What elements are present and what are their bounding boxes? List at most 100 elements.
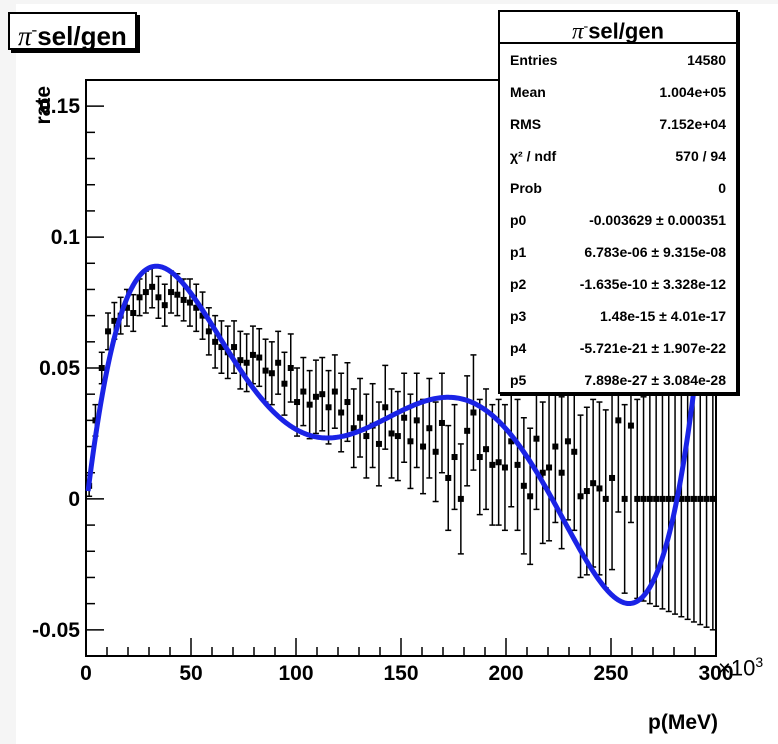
data-point bbox=[457, 443, 464, 555]
marker bbox=[564, 438, 571, 445]
x-tick-label: 200 bbox=[488, 662, 523, 685]
data-point bbox=[546, 393, 553, 542]
data-point bbox=[401, 372, 408, 464]
marker bbox=[193, 304, 200, 311]
data-point bbox=[300, 356, 307, 427]
marker bbox=[476, 454, 483, 461]
stats-title-text: sel/gen bbox=[588, 18, 664, 44]
marker bbox=[319, 391, 326, 398]
marker bbox=[344, 399, 351, 406]
marker bbox=[199, 312, 206, 319]
marker bbox=[527, 493, 534, 500]
marker bbox=[375, 440, 382, 447]
y-tick-label: 0 bbox=[68, 488, 80, 511]
plot-title: π-sel/gen bbox=[8, 12, 137, 51]
stats-row: Entries 14580 bbox=[500, 44, 736, 76]
marker bbox=[281, 380, 288, 387]
data-point bbox=[281, 351, 288, 416]
marker bbox=[558, 469, 565, 476]
marker bbox=[508, 438, 515, 445]
marker bbox=[287, 365, 294, 371]
marker bbox=[268, 370, 275, 377]
marker bbox=[432, 448, 439, 455]
marker bbox=[703, 495, 710, 502]
x-tick-label: 300 bbox=[698, 662, 733, 685]
marker bbox=[161, 302, 168, 309]
stats-key: p0 bbox=[510, 212, 527, 228]
marker bbox=[256, 354, 263, 361]
marker bbox=[306, 401, 313, 408]
y-tick-label: 0.15 bbox=[39, 95, 80, 118]
marker bbox=[596, 485, 603, 492]
data-point bbox=[407, 393, 414, 490]
marker bbox=[388, 430, 395, 437]
marker bbox=[249, 351, 256, 358]
marker bbox=[653, 495, 660, 502]
y-axis-label: rate bbox=[32, 86, 55, 125]
y-tick-label: -0.05 bbox=[32, 619, 80, 642]
marker bbox=[438, 419, 445, 426]
data-point bbox=[432, 401, 439, 503]
fit-curve-layer bbox=[85, 214, 715, 607]
marker bbox=[590, 480, 597, 487]
marker bbox=[413, 417, 420, 424]
marker bbox=[136, 294, 143, 301]
marker bbox=[615, 417, 622, 424]
data-point bbox=[312, 359, 319, 435]
data-point bbox=[344, 362, 351, 443]
data-point bbox=[186, 278, 193, 327]
marker bbox=[697, 495, 704, 502]
x-tick-label: 100 bbox=[278, 662, 313, 685]
marker bbox=[678, 495, 685, 502]
marker bbox=[401, 414, 408, 421]
marker bbox=[394, 433, 401, 440]
data-point bbox=[275, 330, 282, 395]
data-point bbox=[218, 320, 225, 374]
stats-row: χ² / ndf 570 / 94 bbox=[500, 140, 736, 172]
marker bbox=[709, 495, 716, 502]
data-point bbox=[646, 393, 653, 605]
stats-title-charge: - bbox=[583, 19, 589, 34]
stats-rows: Entries 14580 Mean 1.004e+05 RMS 7.152e+04 χ² … bbox=[500, 44, 736, 396]
data-point bbox=[539, 401, 546, 545]
stats-key: Mean bbox=[510, 84, 546, 100]
marker bbox=[546, 464, 553, 471]
stats-row: p2 -1.635e-10 ± 3.328e-12 bbox=[500, 268, 736, 300]
stats-row: p4 -5.721e-21 ± 1.907e-22 bbox=[500, 332, 736, 364]
x-axis-label: p(MeV) bbox=[648, 711, 718, 734]
stats-value: 7.898e-27 ± 3.084e-28 bbox=[584, 372, 726, 388]
marker bbox=[501, 464, 508, 471]
marker bbox=[123, 304, 130, 311]
marker bbox=[294, 399, 301, 406]
stats-title-symbol: π bbox=[571, 18, 584, 44]
data-point bbox=[331, 354, 338, 429]
marker bbox=[218, 344, 225, 351]
marker bbox=[111, 317, 118, 324]
stats-box: π-sel/gen Entries 14580 Mean 1.004e+05 RMS 7.… bbox=[498, 10, 738, 394]
data-point bbox=[558, 396, 565, 550]
marker bbox=[690, 495, 697, 502]
marker bbox=[420, 443, 427, 450]
data-point bbox=[375, 401, 382, 487]
marker bbox=[205, 328, 212, 335]
marker bbox=[539, 469, 546, 476]
marker bbox=[338, 409, 345, 416]
marker bbox=[357, 414, 364, 421]
marker bbox=[243, 359, 250, 366]
marker bbox=[451, 454, 458, 461]
marker bbox=[489, 461, 496, 468]
marker bbox=[174, 291, 181, 298]
marker bbox=[533, 435, 540, 442]
marker bbox=[552, 443, 559, 450]
stats-value: 14580 bbox=[687, 52, 726, 68]
data-point bbox=[464, 375, 471, 487]
data-point bbox=[325, 369, 332, 445]
data-point bbox=[350, 388, 357, 469]
data-point bbox=[470, 354, 477, 471]
marker bbox=[640, 495, 647, 502]
data-point bbox=[199, 291, 206, 340]
x-exponent-base: ×10 bbox=[718, 655, 756, 681]
marker bbox=[312, 393, 319, 400]
